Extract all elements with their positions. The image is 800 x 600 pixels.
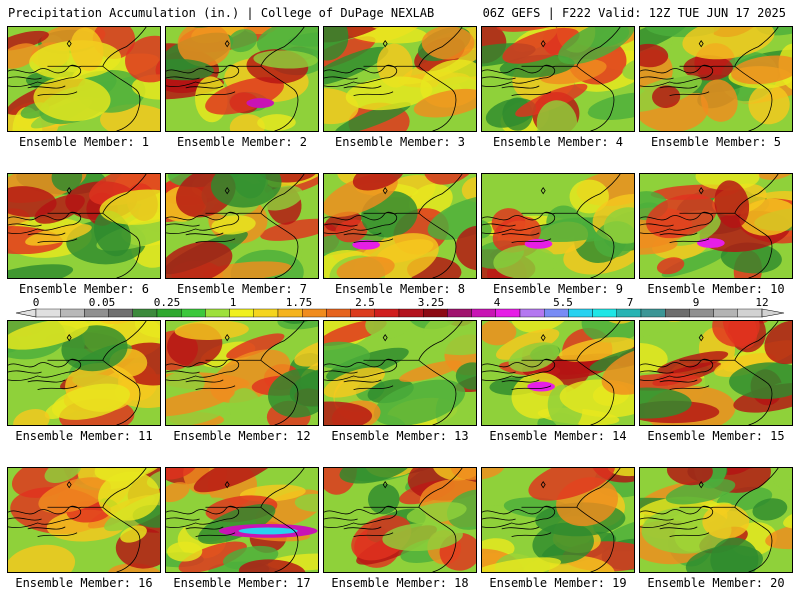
ensemble-member-map — [165, 173, 319, 279]
colorbar-swatch — [302, 308, 327, 318]
ensemble-member-label: Ensemble Member: 1 — [18, 135, 150, 149]
ensemble-member-map — [323, 320, 477, 426]
colorbar-swatch — [253, 308, 279, 318]
colorbar-swatch — [374, 308, 400, 318]
ensemble-member-label: Ensemble Member: 18 — [331, 576, 469, 590]
map-title: Precipitation Accumulation (in.) | Colle… — [8, 6, 435, 20]
ensemble-member-map — [481, 173, 635, 279]
colorbar-swatch — [84, 308, 109, 318]
ensemble-member-map — [323, 26, 477, 132]
colorbar-swatch — [60, 308, 85, 318]
colorbar-swatch — [132, 308, 158, 318]
colorbar-swatch — [277, 308, 303, 318]
ensemble-member-map — [323, 467, 477, 573]
ensemble-member-label: Ensemble Member: 13 — [331, 429, 469, 443]
colorbar-swatch — [689, 308, 714, 318]
ensemble-member-label: Ensemble Member: 15 — [647, 429, 785, 443]
colorbar-swatch — [205, 308, 230, 318]
colorbar-swatch — [665, 308, 690, 318]
ensemble-member-map — [7, 320, 161, 426]
ensemble-member-label: Ensemble Member: 17 — [173, 576, 311, 590]
colorbar-tick-label: 0.05 — [88, 296, 116, 309]
colorbar-swatch — [616, 308, 642, 318]
colorbar-tick-label: 4 — [493, 296, 501, 309]
model-valid-time: 06Z GEFS | F222 Valid: 12Z TUE JUN 17 20… — [482, 6, 786, 20]
colorbar-tick-label: 12 — [755, 296, 769, 309]
ensemble-member-map — [7, 26, 161, 132]
colorbar-left-arrow — [15, 308, 37, 318]
colorbar-swatch — [471, 308, 497, 318]
precip-colorbar — [15, 308, 785, 318]
ensemble-member-label: Ensemble Member: 19 — [489, 576, 627, 590]
colorbar-swatch — [108, 308, 133, 318]
colorbar-swatch — [156, 308, 182, 318]
ensemble-member-label: Ensemble Member: 2 — [176, 135, 308, 149]
ensemble-member-label: Ensemble Member: 10 — [647, 282, 785, 296]
colorbar-swatch — [423, 308, 448, 318]
ensemble-member-map — [481, 467, 635, 573]
ensemble-member-map — [323, 173, 477, 279]
ensemble-member-label: Ensemble Member: 3 — [334, 135, 466, 149]
colorbar-swatch — [326, 308, 351, 318]
colorbar-right-arrow — [761, 308, 785, 318]
ensemble-member-map — [7, 467, 161, 573]
ensemble-member-label: Ensemble Member: 8 — [334, 282, 466, 296]
colorbar-tick-label: 2.5 — [355, 296, 375, 309]
ensemble-member-map — [165, 467, 319, 573]
colorbar-tick-label: 0.25 — [153, 296, 181, 309]
colorbar-swatch — [447, 308, 472, 318]
ensemble-member-map — [639, 320, 793, 426]
colorbar-tick-label: 1 — [229, 296, 237, 309]
colorbar-tick-label: 0 — [32, 296, 40, 309]
ensemble-member-map — [639, 467, 793, 573]
colorbar-tick-label: 7 — [626, 296, 634, 309]
ensemble-member-map — [639, 173, 793, 279]
colorbar-swatch — [737, 308, 763, 318]
colorbar-swatch — [568, 308, 593, 318]
ensemble-member-label: Ensemble Member: 9 — [492, 282, 624, 296]
ensemble-member-label: Ensemble Member: 4 — [492, 135, 624, 149]
colorbar-tick-label: 3.25 — [417, 296, 445, 309]
ensemble-member-map — [639, 26, 793, 132]
colorbar-swatch — [35, 308, 61, 318]
ensemble-member-label: Ensemble Member: 14 — [489, 429, 627, 443]
ensemble-member-label: Ensemble Member: 16 — [15, 576, 153, 590]
ensemble-member-map — [165, 320, 319, 426]
ensemble-member-map — [165, 26, 319, 132]
colorbar-swatch — [592, 308, 617, 318]
ensemble-member-label: Ensemble Member: 7 — [176, 282, 308, 296]
colorbar-tick-label: 5.5 — [553, 296, 573, 309]
colorbar-swatch — [640, 308, 666, 318]
colorbar-swatch — [229, 308, 255, 318]
ensemble-member-map — [481, 26, 635, 132]
ensemble-member-label: Ensemble Member: 6 — [18, 282, 150, 296]
colorbar-tick-label: 1.75 — [285, 296, 313, 309]
colorbar-swatch — [495, 308, 521, 318]
ensemble-member-map — [7, 173, 161, 279]
ensemble-member-map — [481, 320, 635, 426]
ensemble-member-label: Ensemble Member: 20 — [647, 576, 785, 590]
colorbar-swatch — [713, 308, 738, 318]
ensemble-member-label: Ensemble Member: 12 — [173, 429, 311, 443]
colorbar-swatch — [544, 308, 569, 318]
colorbar-swatch — [350, 308, 376, 318]
ensemble-member-label: Ensemble Member: 5 — [650, 135, 782, 149]
ensemble-member-label: Ensemble Member: 11 — [15, 429, 153, 443]
colorbar-tick-label: 9 — [692, 296, 700, 309]
colorbar-swatch — [398, 308, 424, 318]
colorbar-swatch — [519, 308, 545, 318]
colorbar-swatch — [180, 308, 206, 318]
